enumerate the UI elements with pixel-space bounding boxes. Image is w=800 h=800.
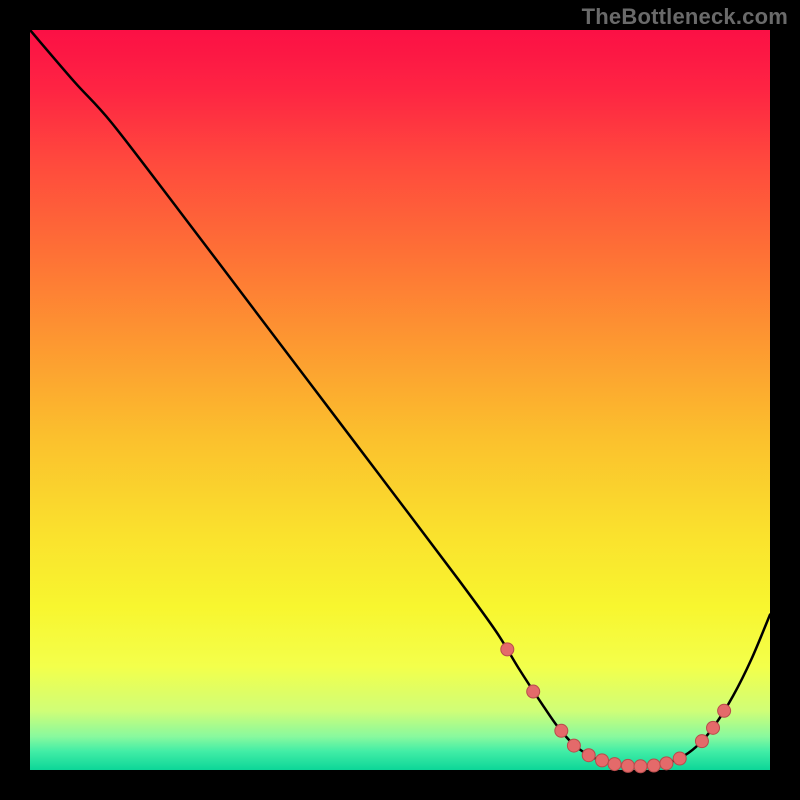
data-marker bbox=[718, 704, 731, 717]
data-marker bbox=[660, 757, 673, 770]
plot-background bbox=[30, 30, 770, 770]
data-marker bbox=[582, 749, 595, 762]
data-marker bbox=[707, 721, 720, 734]
data-marker bbox=[501, 643, 514, 656]
data-marker bbox=[695, 735, 708, 748]
data-marker bbox=[527, 685, 540, 698]
chart-frame: TheBottleneck.com bbox=[0, 0, 800, 800]
data-marker bbox=[621, 759, 634, 772]
data-marker bbox=[673, 752, 686, 765]
data-marker bbox=[596, 754, 609, 767]
data-marker bbox=[555, 724, 568, 737]
data-marker bbox=[567, 739, 580, 752]
data-marker bbox=[634, 760, 647, 773]
data-marker bbox=[647, 759, 660, 772]
chart-svg bbox=[0, 0, 800, 800]
watermark-text: TheBottleneck.com bbox=[582, 4, 788, 30]
data-marker bbox=[608, 758, 621, 771]
